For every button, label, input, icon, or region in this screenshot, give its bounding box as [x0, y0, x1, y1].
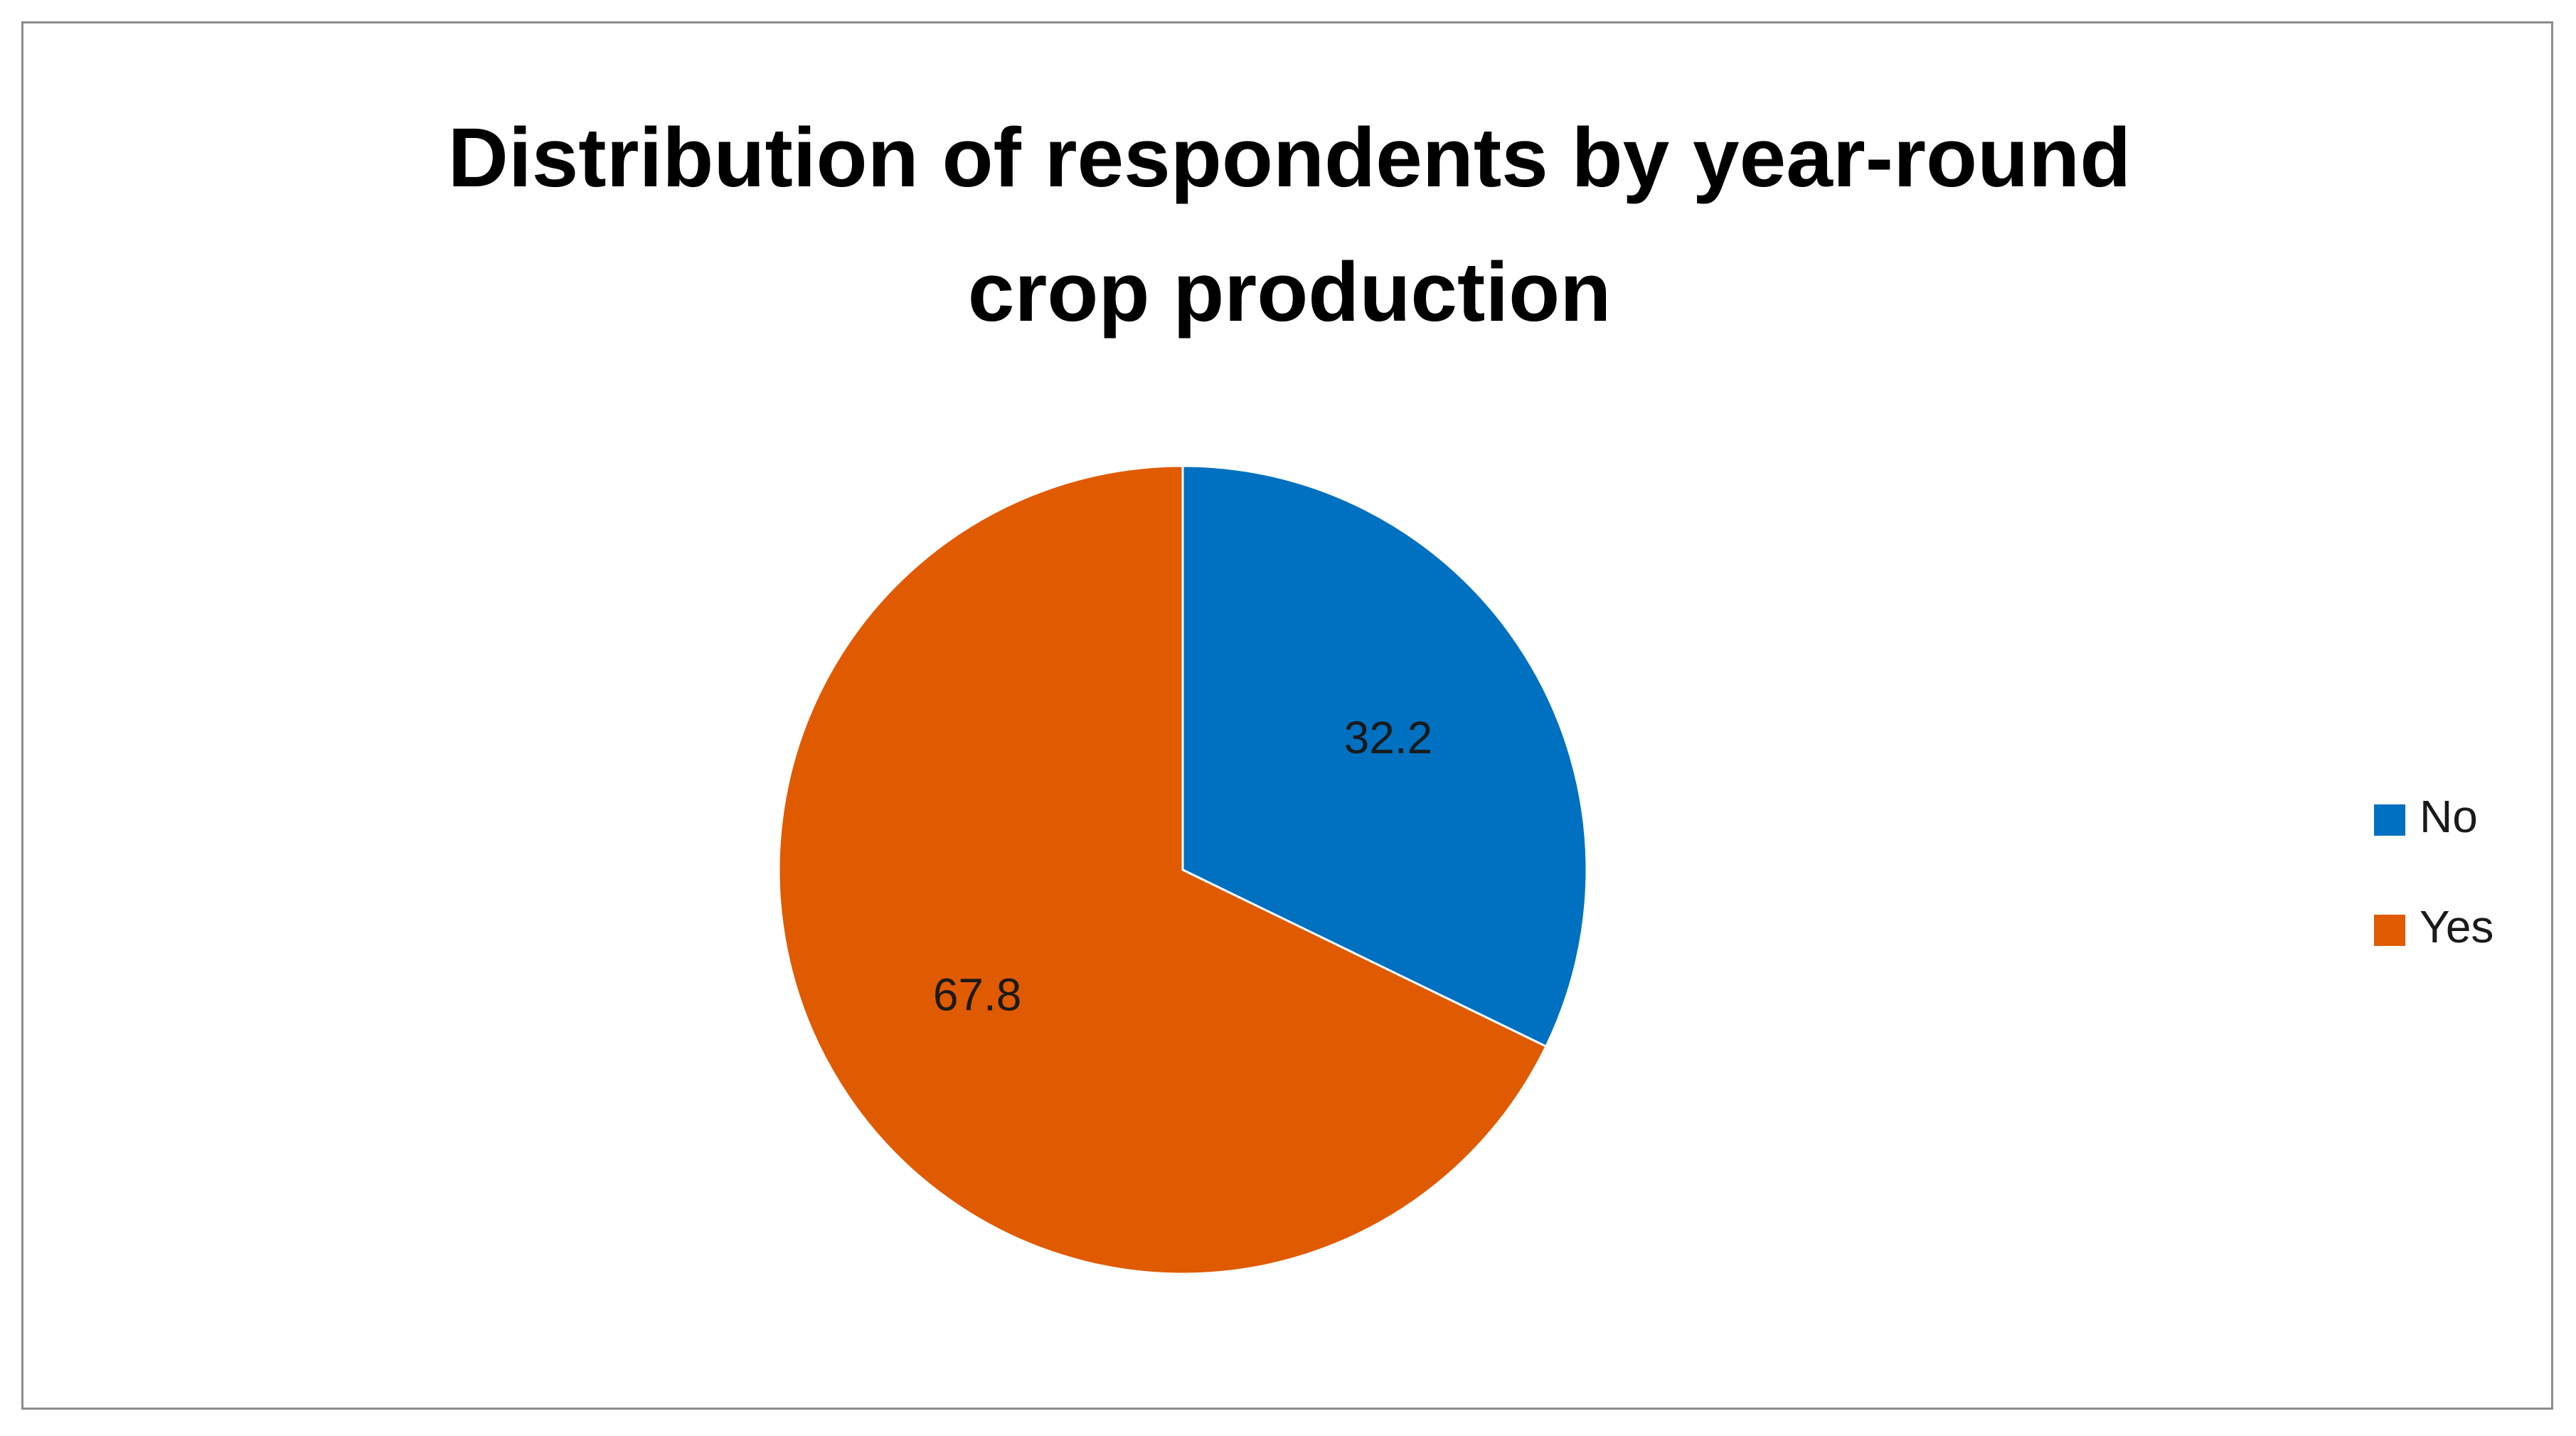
data-label-yes: 67.8	[933, 969, 1022, 1021]
pie-slice-yes	[777, 464, 1548, 1275]
pie-slices	[777, 464, 1588, 1275]
pie-data-labels: 32.2 67.8	[933, 712, 1432, 1021]
data-label-no: 32.2	[1344, 712, 1433, 763]
chart-title-line-2: crop production	[967, 245, 1612, 339]
legend: No Yes	[2374, 791, 2493, 952]
pie-chart: 32.2 67.8 No Yes	[777, 464, 2493, 1275]
legend-swatch-yes	[2374, 915, 2405, 946]
chart-title-line-1: Distribution of respondents by year-roun…	[447, 111, 2131, 205]
legend-label-no: No	[2420, 791, 2478, 842]
chart-frame: Distribution of respondents by year-roun…	[21, 21, 2553, 1410]
legend-swatch-no	[2374, 804, 2405, 836]
pie-slice-no	[1181, 464, 1588, 1048]
legend-label-yes: Yes	[2420, 901, 2493, 952]
chart-title: Distribution of respondents by year-roun…	[23, 91, 2555, 360]
